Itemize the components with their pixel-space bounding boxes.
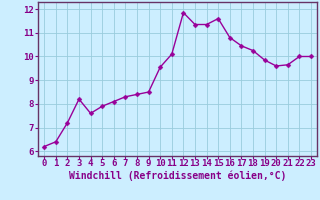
X-axis label: Windchill (Refroidissement éolien,°C): Windchill (Refroidissement éolien,°C) (69, 171, 286, 181)
